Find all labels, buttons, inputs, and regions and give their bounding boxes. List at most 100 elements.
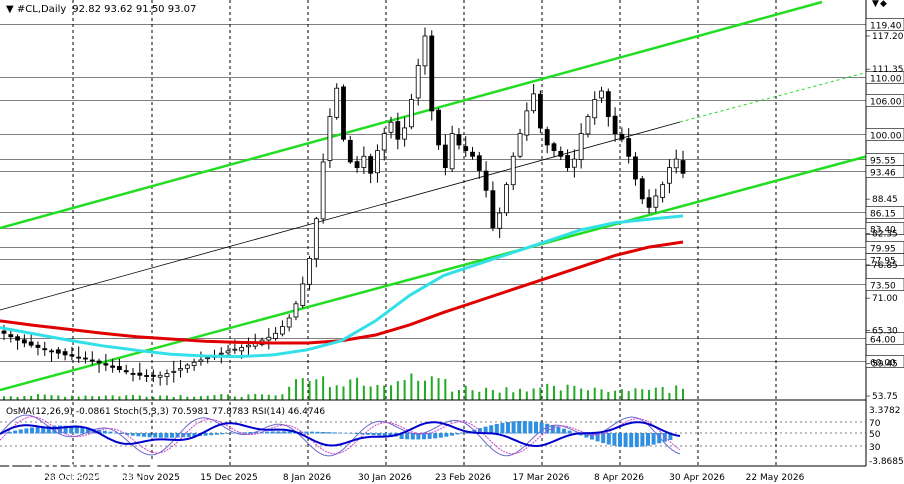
price-scale-label: 65.30 xyxy=(872,326,898,336)
candle-body xyxy=(381,133,387,151)
volume-bar xyxy=(430,376,433,400)
osma-bar xyxy=(354,433,359,435)
symbol-header: ▼ #CL,Daily 92.82 93.62 91.50 93.07 xyxy=(6,4,196,15)
candle-body xyxy=(313,218,319,260)
volume-bar xyxy=(57,395,60,400)
volume-bar xyxy=(125,395,128,400)
osma-bar xyxy=(623,433,628,448)
osma-bar xyxy=(52,425,57,434)
volume-bar xyxy=(91,396,94,400)
osma-bar xyxy=(237,432,242,434)
candle-body xyxy=(327,116,333,161)
osma-bar xyxy=(416,433,421,440)
candle-body xyxy=(619,133,625,140)
osma-bar xyxy=(298,431,303,434)
osma-bar xyxy=(310,431,314,434)
dropdown-triangle-icon[interactable]: ▼ xyxy=(6,4,17,15)
osma-bar xyxy=(618,433,622,447)
volume-bar xyxy=(118,396,121,400)
candle-body xyxy=(456,134,462,146)
volume-bar xyxy=(111,395,114,400)
osma-bar xyxy=(360,433,365,435)
price-scale-label: 53.75 xyxy=(872,392,898,402)
osma-bar xyxy=(304,431,309,434)
volume-bar xyxy=(539,387,542,400)
osma-bar xyxy=(86,427,90,434)
volume-bar xyxy=(457,389,460,400)
volume-bar xyxy=(193,396,196,400)
osma-bar xyxy=(528,421,533,434)
osma-bar xyxy=(539,422,544,434)
candle-body xyxy=(517,133,523,157)
price-level-label: 64.00 xyxy=(870,336,896,346)
osma-bar xyxy=(209,433,214,436)
candle-body xyxy=(673,158,679,169)
candle-body xyxy=(266,336,272,341)
instaforex-logo-icon xyxy=(8,448,36,476)
candle-body xyxy=(653,195,659,208)
volume-bar xyxy=(593,387,596,400)
candle-body xyxy=(585,116,591,135)
candle-body xyxy=(28,341,34,346)
volume-bar xyxy=(64,396,67,400)
volume-bar xyxy=(23,395,26,400)
osma-bar xyxy=(108,431,113,434)
volume-bar xyxy=(573,385,576,400)
volume-bars xyxy=(3,373,684,400)
candle-body xyxy=(449,133,455,170)
volume-bar xyxy=(281,394,284,400)
volume-bar xyxy=(451,391,454,400)
osma-bar xyxy=(41,426,46,434)
candle-body xyxy=(436,109,441,146)
volume-bar xyxy=(172,396,175,400)
candle-body xyxy=(83,357,88,360)
candle-body xyxy=(218,352,224,355)
candle-body xyxy=(605,91,611,117)
osma-bar xyxy=(102,430,107,434)
osma-bar xyxy=(30,427,34,434)
candle-body xyxy=(150,374,156,377)
volume-bar xyxy=(247,394,250,400)
volume-bar xyxy=(390,385,393,400)
candle-body xyxy=(490,190,496,229)
osma-bar xyxy=(164,433,169,438)
volume-bar xyxy=(464,385,467,400)
osma-bar xyxy=(46,425,51,434)
price-level-label: 93.46 xyxy=(870,169,896,179)
autoscroll-icon[interactable]: ◆ xyxy=(880,0,887,9)
osma-bar xyxy=(595,433,600,442)
candle-body xyxy=(415,65,421,99)
candle-body xyxy=(103,363,109,366)
price-level-label: 95.55 xyxy=(870,157,896,167)
osma-bar xyxy=(74,426,79,434)
candle-body xyxy=(510,155,516,186)
brand-tagline: Instant Forex Trading xyxy=(40,473,145,484)
volume-bar xyxy=(179,395,182,400)
price-level-label: 110.00 xyxy=(870,75,902,85)
price-scale: 119.40 110.00 106.00 100.00 95.55 93.46 86.15 8… xyxy=(865,18,904,402)
volume-bar xyxy=(661,386,664,400)
time-axis-label: 28 Oct 2025 xyxy=(44,473,100,483)
volume-bar xyxy=(30,395,33,400)
volume-bar xyxy=(634,388,637,400)
candle-body xyxy=(429,35,435,112)
volume-bar xyxy=(620,389,623,400)
volume-bar xyxy=(77,396,80,400)
candle-body xyxy=(612,115,618,134)
volume-bar xyxy=(546,383,549,400)
osma-bar xyxy=(438,433,443,438)
trend-line xyxy=(0,121,681,311)
osma-bar xyxy=(662,433,667,442)
volume-bar xyxy=(580,388,583,400)
osma-bar xyxy=(220,433,225,435)
osma-bar xyxy=(2,433,6,434)
time-axis-label: 8 Apr 2026 xyxy=(594,473,644,483)
volume-bar xyxy=(308,380,311,400)
candle-body xyxy=(680,160,686,174)
price-scale-label: 82.35 xyxy=(872,230,898,240)
chart-shift-icon[interactable]: ▼ xyxy=(872,0,879,9)
candle-body xyxy=(15,336,20,341)
osma-bar xyxy=(455,433,460,435)
price-level-tag xyxy=(865,278,904,291)
